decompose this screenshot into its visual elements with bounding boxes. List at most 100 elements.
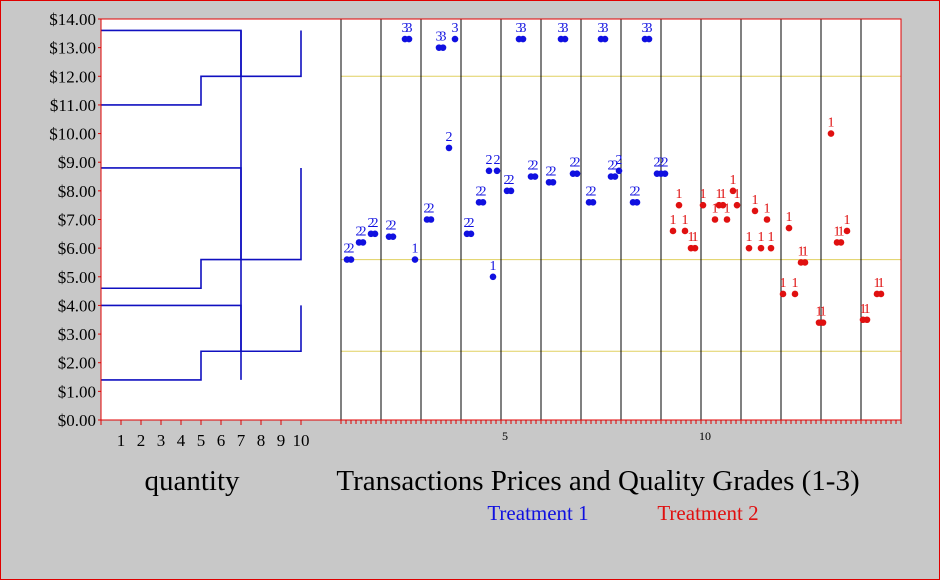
grade-label: 1 [838, 224, 845, 239]
supply-step-line [101, 258, 241, 290]
y-tick-label: $6.00 [58, 239, 96, 258]
transaction-point [681, 227, 689, 235]
transaction-point [531, 173, 539, 180]
supply-step-line [101, 75, 241, 106]
grade-label: 3 [562, 21, 569, 36]
transaction-point [801, 259, 809, 266]
grade-label: 2 [550, 164, 557, 179]
grade-label: 1 [860, 302, 867, 317]
supply-step-line [101, 350, 241, 381]
grade-label: 1 [874, 276, 881, 291]
quantity-tick-label: 1 [117, 431, 126, 450]
grade-label: 3 [452, 21, 459, 36]
transaction-point [519, 35, 527, 43]
y-tick-label: $4.00 [58, 296, 96, 315]
grade-label: 2 [372, 216, 379, 231]
grade-label: 3 [558, 21, 565, 36]
transaction-point [767, 244, 775, 252]
quantity-tick-label: 5 [197, 431, 206, 450]
period-tick-label: 10 [699, 429, 711, 443]
grade-label: 2 [662, 156, 669, 171]
transaction-point [633, 199, 641, 206]
grade-label: 1 [828, 116, 835, 131]
transaction-point [467, 230, 475, 238]
grade-label: 1 [798, 244, 805, 259]
transaction-point [757, 244, 765, 252]
transaction-point [405, 35, 413, 43]
grade-label: 2 [360, 224, 367, 239]
grade-label: 3 [440, 30, 447, 45]
grade-label: 1 [734, 187, 741, 202]
grade-label: 2 [368, 216, 375, 231]
y-tick-label: $8.00 [58, 182, 96, 201]
grade-label: 2 [608, 159, 615, 174]
grade-label: 1 [844, 213, 851, 228]
legend-entry: Treatment 1 [487, 501, 588, 525]
grade-label: 2 [386, 219, 393, 234]
grade-label: 3 [642, 21, 649, 36]
grade-label: 1 [834, 224, 841, 239]
grade-label: 1 [412, 242, 419, 257]
transaction-point [827, 130, 835, 137]
grade-label: 2 [356, 224, 363, 239]
transaction-point [745, 244, 753, 252]
grade-label: 2 [528, 159, 535, 174]
transaction-point [411, 256, 419, 263]
y-tick-label: $1.00 [58, 382, 96, 401]
transaction-point [699, 201, 707, 209]
transaction-point [733, 201, 741, 209]
chart-title: Transactions Prices and Quality Grades (… [336, 465, 859, 497]
grade-label: 2 [494, 153, 501, 168]
grade-label: 1 [688, 230, 695, 245]
y-tick-label: $2.00 [58, 354, 96, 373]
grade-label: 1 [786, 210, 793, 225]
grade-label: 2 [480, 184, 487, 199]
transaction-point [615, 167, 623, 175]
grade-label: 1 [676, 187, 683, 202]
grade-label: 3 [406, 21, 413, 36]
transaction-point [359, 239, 367, 246]
transaction-point [451, 35, 459, 43]
grade-label: 2 [486, 153, 493, 168]
transaction-point [347, 256, 355, 263]
transaction-point [479, 199, 487, 206]
transaction-point [711, 216, 719, 223]
y-tick-label: $10.00 [49, 125, 96, 144]
quantity-tick-label: 7 [237, 431, 246, 450]
transaction-point [389, 233, 397, 240]
transaction-point [791, 290, 799, 298]
transaction-point [549, 178, 557, 186]
grade-label: 1 [864, 302, 871, 317]
grade-label: 1 [758, 230, 765, 245]
grade-label: 1 [752, 193, 759, 208]
transaction-point [489, 273, 497, 281]
legend-entry: Treatment 2 [657, 501, 758, 525]
grade-label: 2 [348, 242, 355, 257]
transaction-point [601, 35, 609, 43]
grade-label: 1 [720, 187, 727, 202]
transaction-point [691, 244, 699, 252]
transaction-point [573, 170, 581, 177]
quantity-tick-label: 9 [277, 431, 286, 450]
grade-label: 2 [590, 184, 597, 199]
grade-label: 2 [658, 156, 665, 171]
grade-label: 3 [598, 21, 605, 36]
y-tick-label: $3.00 [58, 325, 96, 344]
y-tick-label: $13.00 [49, 39, 96, 58]
grade-label: 2 [612, 159, 619, 174]
transaction-point [751, 207, 759, 215]
grade-label: 2 [446, 130, 453, 145]
transaction-point [669, 227, 677, 235]
transaction-point [371, 230, 379, 238]
transaction-point [445, 144, 453, 152]
transaction-point [561, 35, 569, 43]
quantity-tick-label: 6 [217, 431, 226, 450]
grade-label: 3 [646, 21, 653, 36]
grade-label: 1 [682, 213, 689, 228]
period-tick-label: 5 [502, 429, 508, 443]
grade-label: 1 [724, 202, 731, 217]
transaction-point [785, 224, 793, 232]
grade-label: 3 [602, 21, 609, 36]
transaction-point [611, 173, 619, 180]
grade-label: 2 [390, 219, 397, 234]
